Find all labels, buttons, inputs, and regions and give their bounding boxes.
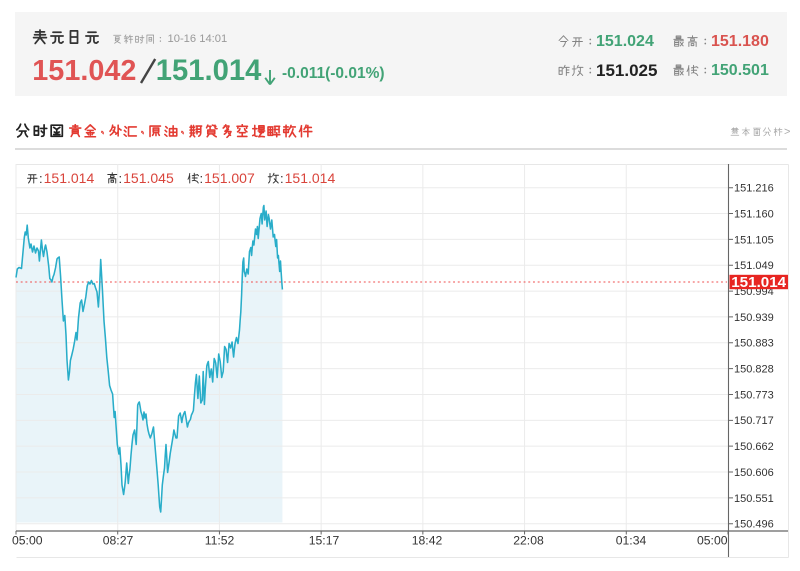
svg-text:151.049: 151.049 (734, 260, 774, 272)
svg-text:151.014: 151.014 (731, 274, 786, 291)
svg-text:05:00: 05:00 (697, 534, 728, 548)
svg-text:15:17: 15:17 (309, 534, 340, 548)
svg-text:150.828: 150.828 (734, 364, 774, 376)
svg-text:150.496: 150.496 (734, 519, 774, 531)
svg-text:150.551: 150.551 (734, 493, 774, 505)
svg-text:150.773: 150.773 (734, 389, 774, 401)
svg-text:18:42: 18:42 (412, 534, 443, 548)
svg-text:05:00: 05:00 (12, 534, 43, 548)
svg-text:150.939: 150.939 (734, 312, 774, 324)
svg-text:150.883: 150.883 (734, 338, 774, 350)
svg-text:08:27: 08:27 (103, 534, 134, 548)
svg-text:01:34: 01:34 (616, 534, 647, 548)
svg-text:11:52: 11:52 (205, 534, 235, 548)
svg-text:22:08: 22:08 (513, 534, 544, 548)
svg-text:151.160: 151.160 (734, 208, 774, 220)
svg-text:151.216: 151.216 (734, 183, 774, 195)
svg-text:151.105: 151.105 (734, 234, 774, 246)
svg-text:150.662: 150.662 (734, 441, 774, 453)
svg-text:150.606: 150.606 (734, 467, 774, 479)
svg-text:150.717: 150.717 (734, 415, 774, 427)
